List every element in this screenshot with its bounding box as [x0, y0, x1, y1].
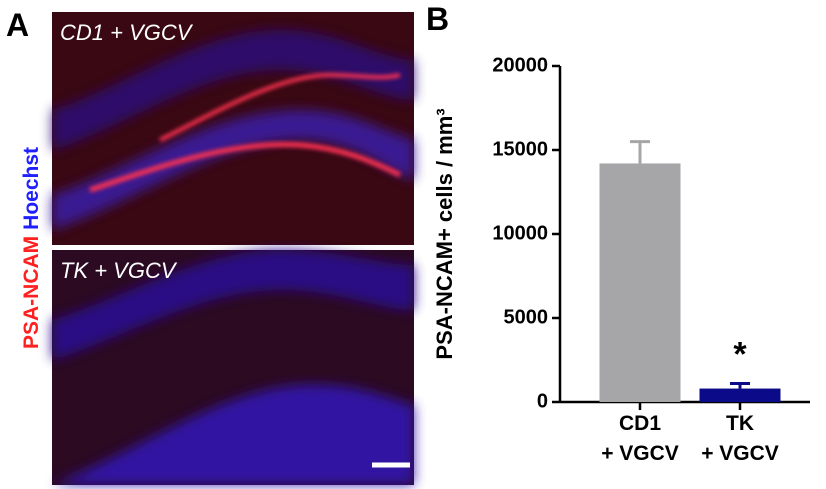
image-label: TK + VGCV [60, 258, 178, 283]
x-tick-line: + VGCV [601, 442, 679, 465]
y-tick-label: 0 [537, 390, 548, 412]
panel-label: A [6, 7, 29, 43]
y-tick-label: 15000 [492, 138, 548, 160]
y-tick-label: 10000 [492, 222, 548, 244]
bar [699, 388, 781, 402]
stain-name: PSA-NCAM [20, 236, 43, 349]
x-tick-line: CD1 [619, 412, 661, 435]
micrograph-bottom [52, 250, 414, 485]
annotation: * [733, 336, 747, 374]
y-axis-label: PSA-NCAM+ cells / mm³ [432, 108, 457, 359]
y-tick-label: 20000 [492, 54, 548, 76]
x-tick-line: TK [726, 412, 754, 435]
image-label: CD1 + VGCV [60, 20, 194, 45]
panel-label: B [426, 1, 449, 37]
stain-name: Hoechst [20, 147, 43, 230]
x-tick-line: + VGCV [701, 442, 779, 465]
stain-label: PSA-NCAM Hoechst [20, 147, 43, 349]
micrograph-top [52, 12, 414, 245]
x-tick-label: CD1 + VGCV [601, 412, 679, 465]
x-tick-label: TK + VGCV [701, 412, 779, 465]
y-tick-label: 5000 [504, 306, 549, 328]
bar [599, 163, 681, 402]
